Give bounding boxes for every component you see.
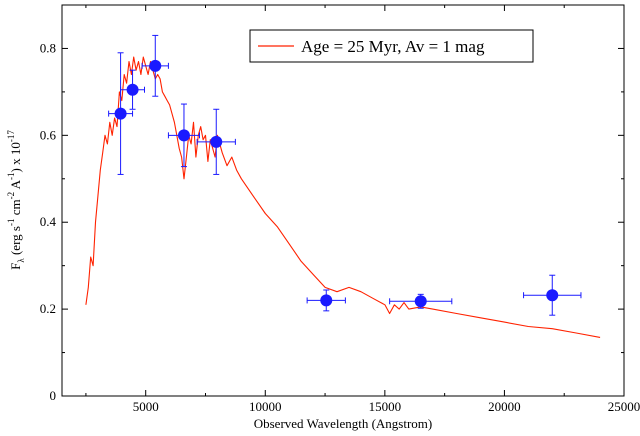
model-spectrum (85, 56, 601, 338)
x-tick-label: 25000 (608, 399, 640, 414)
legend-box (249, 29, 534, 63)
data-point (306, 289, 346, 312)
x-tick-label: 20000 (488, 399, 521, 414)
y-axis-exp-a: -1 (6, 172, 16, 180)
x-tick-label: 10000 (249, 399, 282, 414)
x-tick-label: 5000 (133, 399, 159, 414)
data-point (196, 108, 236, 175)
point-marker (114, 107, 127, 120)
point-marker (149, 59, 162, 72)
data-point (167, 103, 201, 168)
y-axis-exp-cm: -2 (6, 192, 16, 200)
plot-frame (61, 4, 625, 397)
point-marker (210, 135, 223, 148)
y-tick-labels: 0 0.2 0.4 0.6 0.8 (40, 40, 57, 403)
data-point (108, 52, 134, 175)
data-point (141, 34, 169, 97)
data-point (523, 274, 582, 316)
y-axis-scale: ) x 10 (8, 142, 23, 172)
data-point (120, 69, 146, 110)
x-tick-labels: 5000 10000 15000 20000 25000 (133, 399, 640, 414)
y-axis-exp-s: -1 (6, 219, 16, 227)
legend-label: Age = 25 Myr, Av = 1 mag (301, 37, 485, 56)
y-axis-scale-exp: -17 (6, 130, 16, 142)
point-marker (177, 129, 190, 142)
data-point (389, 293, 453, 309)
y-axis-symbol: F (8, 263, 23, 270)
point-marker (320, 294, 333, 307)
y-axis-units-cm: cm (8, 199, 23, 218)
point-marker (414, 295, 427, 308)
y-axis-units-a: A (8, 179, 23, 192)
y-axis-units: (erg s (8, 226, 23, 258)
y-tick-label: 0.8 (40, 40, 56, 55)
x-tick-label: 15000 (369, 399, 402, 414)
point-marker (546, 289, 559, 302)
x-axis-title: Observed Wavelength (Angstrom) (254, 416, 433, 431)
axis-ticks (62, 4, 625, 397)
y-axis-subscript: λ (16, 258, 26, 263)
photometry-points (108, 34, 582, 316)
y-tick-label: 0.6 (40, 127, 57, 142)
legend: Age = 25 Myr, Av = 1 mag (249, 29, 534, 63)
point-marker (126, 83, 139, 96)
y-axis-title: Fλ (erg s-1 cm-2 A-1) x 10-17 (6, 130, 26, 270)
y-tick-label: 0.2 (40, 301, 56, 316)
model-line (85, 56, 601, 338)
y-tick-label: 0.4 (40, 214, 57, 229)
y-tick-label: 0 (50, 388, 57, 403)
